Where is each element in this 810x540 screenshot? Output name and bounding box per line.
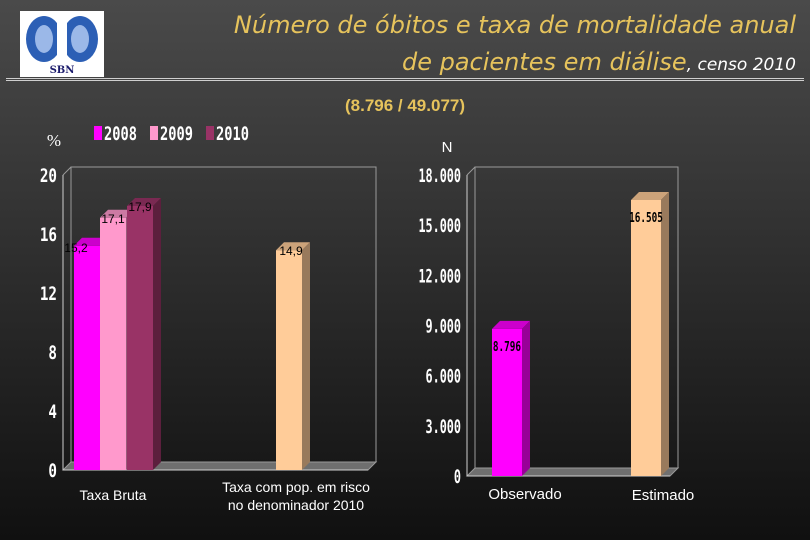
chart1-data-label: 17,9 [128,200,152,214]
page-title-line-1: Número de óbitos e taxa de mortalidade a… [233,11,796,39]
chart1-category-label-1: Taxa Bruta [80,487,147,503]
chart2-y-tick: 12.000 [418,264,461,287]
chart-subtitle: (8.796 / 49.077) [344,96,466,115]
legend-swatch-2008 [94,126,102,140]
chart2-bar-2 [631,191,669,476]
chart2-bar-2-top [631,191,669,200]
chart1-bar-2010-0-front [127,205,153,470]
chart2-y-axis-label: N [442,139,453,156]
chart1-data-label: 17,1 [101,212,125,226]
chart2-category-label-1: Observado [488,486,561,503]
chart1-bar-series-1-side [302,242,310,470]
chart2-y-tick: 18.000 [418,164,461,187]
chart2-bar-1-top [492,320,530,329]
chart1-y-tick: 0 [48,459,57,482]
legend-label-2009: 2009 [160,123,193,145]
chart2-y-tick: 6.000 [426,365,461,388]
chart2-data-label: 8.796 [493,338,521,354]
chart1-y-tick: 16 [40,223,57,246]
chart1-bar-2009-0-front [100,217,126,470]
chart1-data-label: 15,2 [64,241,88,255]
chart2-category-label-2: Estimado [632,487,695,504]
chart1-bar-2010-0 [127,197,161,470]
page-title-main: de pacientes em diálise [401,48,687,76]
chart1-y-tick: 12 [40,282,57,305]
chart2-y-tick: 9.000 [426,314,461,337]
page-title-line-2: de pacientes em diálise, censo 2010 [402,49,796,75]
chart2-y-tick: 15.000 [418,214,461,237]
chart1-bar-2010-0-side [153,197,161,470]
chart1-bar-series-1 [276,242,310,470]
chart1-y-tick: 20 [40,164,57,187]
chart2-data-label: 16.505 [629,209,663,225]
chart1-y-tick: 8 [48,341,57,364]
chart1-bar-series-1-top [276,242,310,251]
chart2-bar-1-side [522,320,530,476]
chart1-bar-2010-0-top [127,197,161,206]
chart1-bar-series-1-front [276,250,302,470]
chart2-bar-2-front [631,199,661,476]
chart1-bar-2008-0-top [74,237,108,246]
chart1-category-label-2: Taxa com pop. em risco no denominador 201… [222,479,370,513]
logo-text: SBN [50,65,75,76]
legend-swatch-2010 [206,126,214,140]
sbn-logo: SBN [20,11,104,77]
chart1-bar-2008-0-front [74,245,100,470]
chart1-y-axis-label: % [47,131,61,150]
chart2-wall-edge [466,166,476,176]
legend-label-2008: 2008 [104,123,137,145]
chart1-bar-2009-0-top [100,209,134,218]
chart1-wall-edge [62,166,72,176]
legend-swatch-2009 [150,126,158,140]
chart2-bar-2-side [661,191,669,476]
chart2-y-tick: 3.000 [426,415,461,438]
page-title-suffix: , censo 2010 [686,55,796,75]
chart2-bar-1-front [492,328,522,476]
chart2-y-tick: 0 [454,465,461,488]
chart1-y-tick: 4 [48,400,57,423]
chart1-data-label: 14,9 [279,244,303,258]
legend-label-2010: 2010 [216,123,249,145]
chart2-bar-1 [492,320,530,476]
title-divider [6,78,804,81]
